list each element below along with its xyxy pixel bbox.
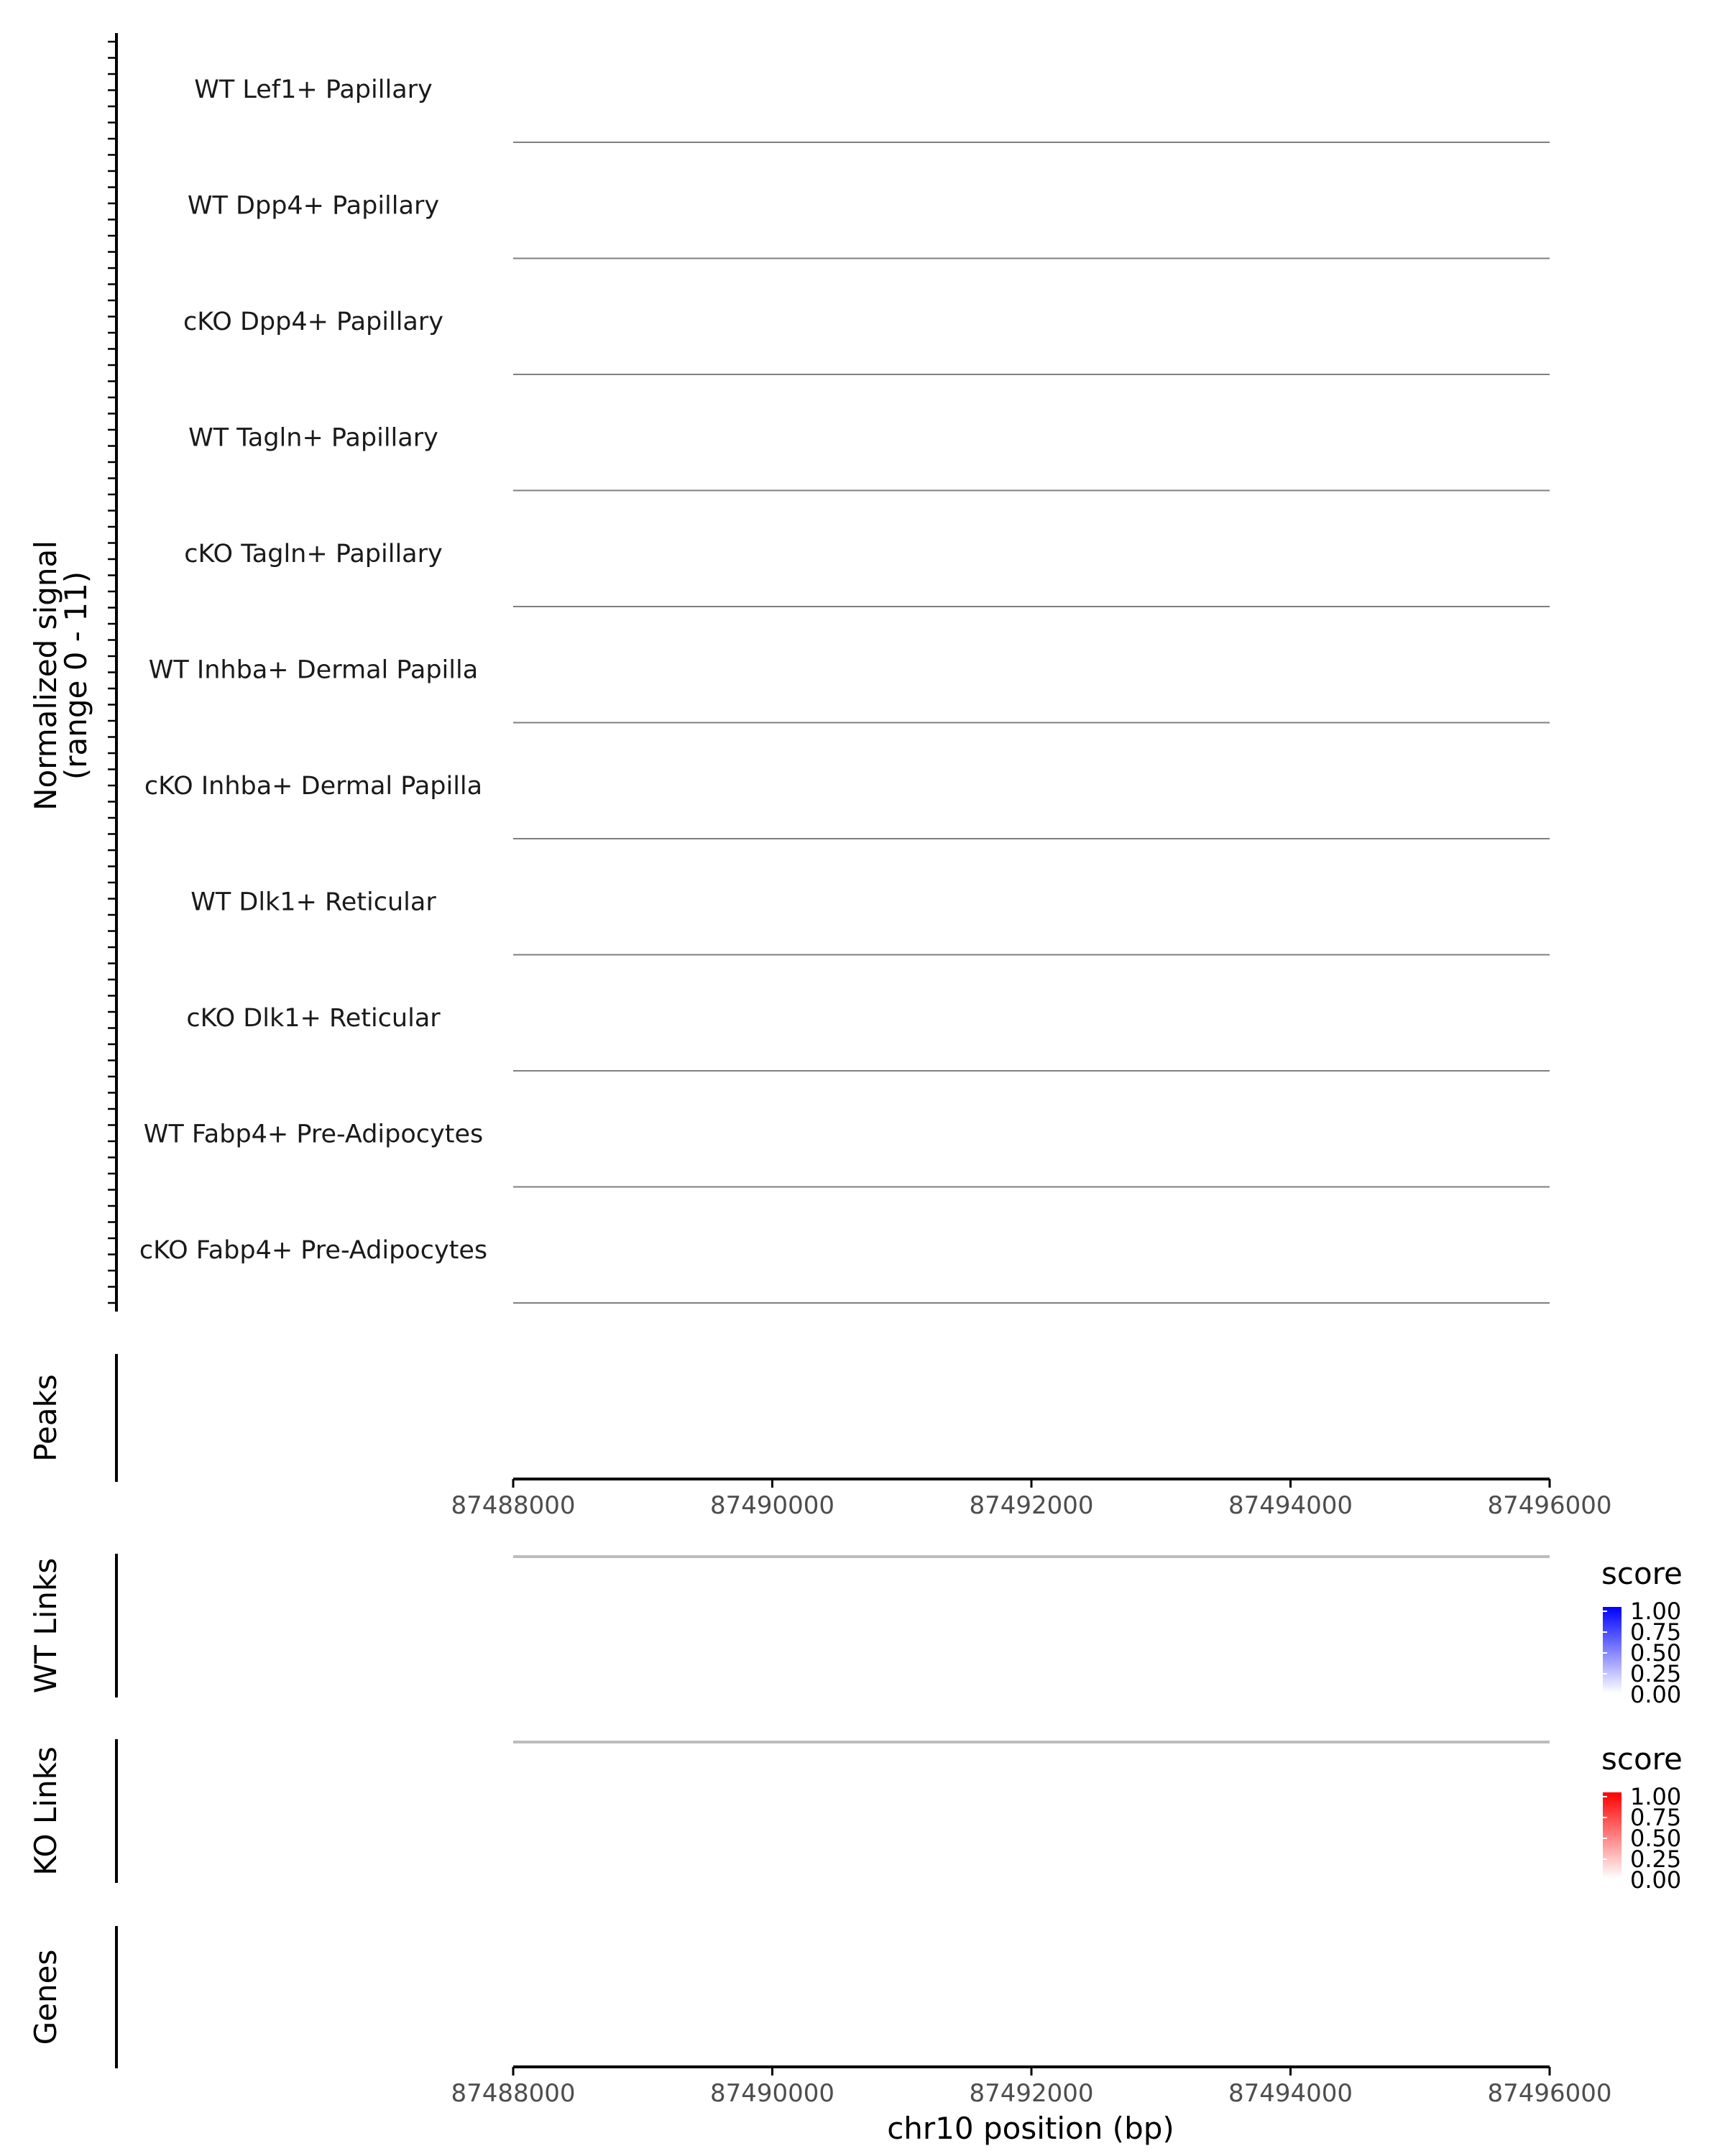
coverage-track-label: cKO Dlk1+ Reticular [186,1004,441,1033]
wt-links-track-label: WT Links [28,1558,63,1693]
coverage-y-axis-title-line2: (range 0 - 11) [58,571,93,780]
coverage-track-label: WT Tagln+ Papillary [188,424,438,453]
legend-tick-label: 0.50 [1630,1639,1681,1667]
x-tick-label: 87492000 [969,2079,1093,2108]
legend-tick-label: 1.00 [1630,1783,1681,1810]
x-tick-label: 87490000 [710,2079,834,2108]
ko-legend-ticks: 1.000.750.500.250.00 [1603,1783,1681,1894]
coverage-track-wt-fabp4-pre-adipocytes: WT Fabp4+ Pre-Adipocytes [144,1120,1550,1188]
x-tick-label: 87496000 [1487,1491,1611,1520]
legend-tick-label: 1.00 [1630,1598,1681,1625]
x-tick-label: 87494000 [1228,1491,1353,1520]
coverage-track-wt-dpp4-papillary: WT Dpp4+ Papillary [188,192,1550,259]
x-tick-label: 87496000 [1487,2079,1611,2108]
x-tick-label: 87488000 [451,2079,575,2108]
ko-legend-title: score [1601,1741,1683,1777]
ko-legend-colorbar [1603,1792,1622,1879]
x-axis-title: chr10 position (bp) [887,2111,1174,2146]
coverage-track-cko-inhba-dermal-papilla: cKO Inhba+ Dermal Papilla [144,772,1550,839]
coverage-track-wt-dlk1-reticular: WT Dlk1+ Reticular [190,888,1550,956]
ko-links-panel: KO Links score 1.000.750.500.250.00 [28,1739,1683,1894]
legend-tick-label: 0.25 [1630,1660,1681,1687]
legend-tick-label: 0.00 [1630,1681,1681,1708]
coverage-track-label: WT Inhba+ Dermal Papilla [149,656,478,685]
coverage-tracks: WT Lef1+ Papillary WT Dpp4+ Papillary cKO … [139,75,1550,1304]
coverage-track-wt-lef1-papillary: WT Lef1+ Papillary [194,75,1550,143]
peaks-panel: Peaks 87488000 87490000 87492000 87494000 87… [28,1354,1612,1520]
coverage-track-label: WT Fabp4+ Pre-Adipocytes [144,1120,483,1149]
coverage-y-ticks [108,40,116,1304]
coverage-track-label: cKO Dpp4+ Papillary [183,308,443,336]
coverage-track-label: WT Lef1+ Papillary [194,75,433,104]
coverage-track-cko-tagln-papillary: cKO Tagln+ Papillary [184,540,1550,607]
genes-track-label: Genes [28,1950,63,2045]
coverage-track-label: cKO Fabp4+ Pre-Adipocytes [139,1236,487,1265]
wt-links-panel: WT Links score 1.000.750.500.250.00 [28,1554,1683,1708]
wt-legend-ticks: 1.000.750.500.250.00 [1603,1598,1681,1708]
coverage-track-label: WT Dpp4+ Papillary [188,192,439,221]
legend-tick-label: 0.25 [1630,1846,1681,1873]
wt-links-legend: score 1.000.750.500.250.00 [1601,1556,1683,1708]
x-tick-label: 87492000 [969,1491,1093,1520]
coverage-track-wt-tagln-papillary: WT Tagln+ Papillary [188,424,1550,492]
ko-links-arcs [513,1741,1550,1743]
legend-tick-label: 0.00 [1630,1866,1681,1894]
coverage-track-cko-fabp4-pre-adipocytes: cKO Fabp4+ Pre-Adipocytes [139,1236,1550,1304]
wt-links-arcs [513,1555,1550,1558]
coverage-track-label: WT Dlk1+ Reticular [190,888,436,917]
x-tick-label: 87490000 [710,1491,834,1520]
coverage-track-cko-dlk1-reticular: cKO Dlk1+ Reticular [186,1004,1550,1072]
legend-tick-label: 0.50 [1630,1825,1681,1852]
coverage-panel: Normalized signal (range 0 - 11) WT Lef1… [28,33,1550,1312]
coverage-track-label: cKO Inhba+ Dermal Papilla [144,772,482,801]
x-axis-upper: 87488000 87490000 87492000 87494000 87496000 [451,1478,1612,1520]
ko-links-legend: score 1.000.750.500.250.00 [1601,1741,1683,1894]
x-tick-label: 87488000 [451,1491,575,1520]
x-tick-label: 87494000 [1228,2079,1353,2108]
wt-legend-title: score [1601,1556,1683,1591]
coverage-track-cko-dpp4-papillary: cKO Dpp4+ Papillary [183,308,1550,375]
ko-links-track-label: KO Links [28,1746,63,1876]
genes-panel: Genes Ascl1 8748800087490000874920008749… [28,1926,1612,2146]
coverage-track-label: cKO Tagln+ Papillary [184,540,443,568]
peaks-track-label: Peaks [28,1374,63,1462]
x-axis-lower: 87488000 87490000 87492000 87494000 87496000 [451,2065,1612,2108]
coverage-track-wt-inhba-dermal-papilla: WT Inhba+ Dermal Papilla [149,656,1550,724]
coverage-y-axis-title-line1: Normalized signal [28,540,63,811]
wt-legend-colorbar [1603,1607,1622,1693]
legend-tick-label: 0.75 [1630,1618,1681,1646]
legend-tick-label: 0.75 [1630,1804,1681,1831]
